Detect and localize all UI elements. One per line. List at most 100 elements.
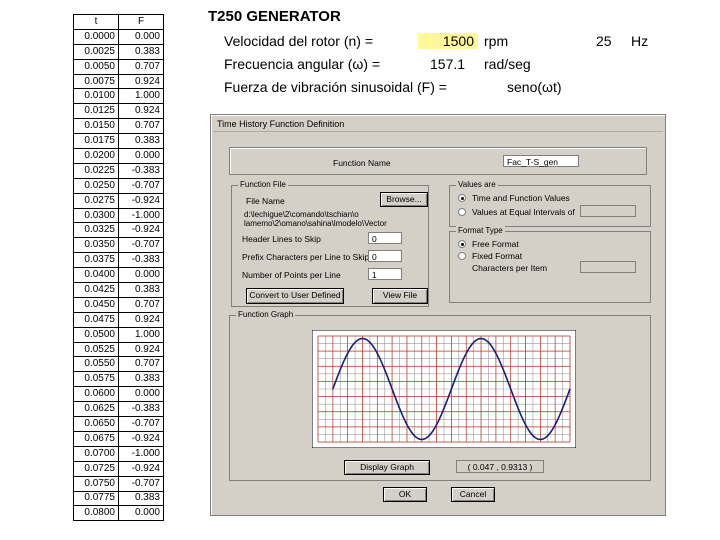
table-cell-f: 0.924	[118, 311, 164, 328]
time-and-function-values-radio[interactable]	[458, 194, 466, 202]
table-cell-t: 0.0675	[73, 430, 119, 447]
time-and-function-values-label: Time and Function Values	[472, 193, 570, 203]
table-cell-f: 0.000	[118, 28, 164, 45]
rotor-speed-row: Velocidad del rotor (n) =	[224, 33, 373, 49]
table-cell-t: 0.0550	[73, 356, 119, 373]
table-row: 0.0550 0.707	[73, 356, 164, 373]
rotor-speed-unit: rpm	[484, 33, 509, 49]
table-row: 0.0700 -1.000	[73, 445, 164, 462]
frequency-hz-unit: Hz	[631, 33, 649, 49]
table-cell-t: 0.0150	[73, 118, 119, 135]
page-title: T250 GENERATOR	[208, 8, 341, 25]
frequency-hz-value: 25	[596, 33, 612, 49]
table-cell-t: 0.0525	[73, 341, 119, 358]
vibration-force-label: Fuerza de vibración sinusoidal (F) =	[224, 79, 447, 95]
format-type-group: Format Type Free Format Fixed Format Cha…	[449, 226, 651, 303]
column-header-f: F	[118, 14, 164, 30]
table-cell-t: 0.0700	[73, 445, 119, 462]
data-point	[339, 369, 341, 371]
data-point	[347, 352, 349, 354]
function-graph-group: Function Graph Display Graph ( 0.047 , 0…	[229, 310, 651, 481]
fixed-format-radio[interactable]	[458, 252, 466, 260]
table-cell-f: -0.924	[118, 460, 164, 477]
values-are-group: Values are Time and Function Values Valu…	[449, 180, 651, 227]
table-cell-f: -0.707	[118, 177, 164, 194]
ok-button[interactable]: OK	[383, 487, 427, 502]
table-row: 0.0525 0.924	[73, 341, 164, 358]
data-point	[361, 337, 364, 340]
table-cell-t: 0.0800	[73, 505, 119, 522]
equal-intervals-radio[interactable]	[458, 208, 466, 216]
data-point	[354, 341, 356, 343]
table-row: 0.0275 -0.924	[73, 192, 164, 209]
table-cell-t: 0.0350	[73, 237, 119, 254]
table-row: 0.0350 -0.707	[73, 237, 164, 254]
function-graph	[312, 330, 576, 448]
data-point	[450, 388, 453, 390]
data-point	[398, 407, 401, 409]
table-row: 0.0175 0.383	[73, 133, 164, 150]
coordinate-readout: ( 0.047 , 0.9313 )	[456, 460, 544, 473]
prefix-chars-input[interactable]: 0	[368, 250, 402, 262]
header-lines-input[interactable]: 0	[368, 232, 402, 244]
table-cell-t: 0.0650	[73, 416, 119, 432]
table-cell-f: 0.924	[118, 73, 164, 90]
table-cell-f: 0.924	[118, 103, 164, 120]
data-point	[524, 424, 527, 426]
table-cell-f: 0.707	[118, 296, 164, 313]
time-history-dialog: Time History Function Definition Functio…	[210, 114, 666, 516]
cancel-button[interactable]: Cancel	[451, 487, 495, 502]
data-point	[435, 424, 438, 426]
data-point	[376, 352, 378, 354]
table-cell-f: -0.707	[118, 237, 164, 254]
table-cell-t: 0.0775	[73, 490, 119, 507]
angular-frequency-unit: rad/seg	[484, 56, 531, 72]
table-row: 0.0075 0.924	[73, 73, 164, 90]
table-cell-f: -0.383	[118, 401, 164, 418]
table-cell-t: 0.0175	[73, 133, 119, 150]
function-name-label: Function Name	[333, 158, 391, 168]
table-cell-f: 0.383	[118, 43, 164, 60]
data-point	[554, 424, 556, 426]
chars-per-item-input[interactable]	[580, 261, 636, 273]
rotor-speed-label: Velocidad del rotor (n) =	[224, 33, 374, 49]
format-type-group-label: Format Type	[456, 226, 505, 236]
table-cell-t: 0.0425	[73, 282, 119, 298]
function-name-panel: Function Name Fac_T-S_gen	[229, 147, 647, 175]
function-file-group-label: Function File	[238, 180, 288, 190]
display-graph-button[interactable]: Display Graph	[344, 460, 430, 475]
table-cell-f: 0.000	[118, 267, 164, 284]
points-per-line-input[interactable]: 1	[368, 268, 402, 280]
dialog-title: Time History Function Definition	[213, 117, 663, 132]
values-are-group-label: Values are	[456, 180, 498, 190]
table-cell-f: -0.383	[118, 252, 164, 269]
table-cell-f: 0.707	[118, 58, 164, 75]
table-cell-t: 0.0000	[73, 28, 119, 45]
function-file-group: Function File File Name Browse... d:\lec…	[231, 180, 429, 307]
data-point	[569, 388, 571, 390]
data-point	[428, 435, 430, 437]
table-cell-t: 0.0075	[73, 73, 119, 90]
data-point	[517, 407, 519, 409]
view-file-button[interactable]: View File	[372, 288, 428, 304]
table-cell-t: 0.0250	[73, 177, 119, 194]
table-cell-f: -0.924	[118, 430, 164, 447]
file-path-line-2: lamemo\2\omano\sahina\lmodelo\Vector	[244, 219, 387, 228]
table-row: 0.0250 -0.707	[73, 177, 164, 194]
function-name-input[interactable]: Fac_T-S_gen	[503, 155, 579, 167]
table-cell-t: 0.0575	[73, 371, 119, 388]
data-point	[443, 407, 445, 409]
convert-to-user-defined-button[interactable]: Convert to User Defined	[246, 288, 344, 304]
table-cell-t: 0.0050	[73, 58, 119, 75]
free-format-radio[interactable]	[458, 240, 466, 248]
table-cell-t: 0.0450	[73, 296, 119, 313]
equal-intervals-input[interactable]	[580, 205, 636, 217]
data-point	[465, 352, 467, 354]
table-row: 0.0450 0.707	[73, 296, 164, 313]
table-cell-f: 1.000	[118, 326, 164, 343]
data-point	[539, 438, 541, 441]
table-header-row: t F	[73, 14, 164, 30]
table-cell-t: 0.0100	[73, 88, 119, 105]
table-cell-f: 0.000	[118, 148, 164, 164]
browse-button[interactable]: Browse...	[380, 192, 428, 207]
